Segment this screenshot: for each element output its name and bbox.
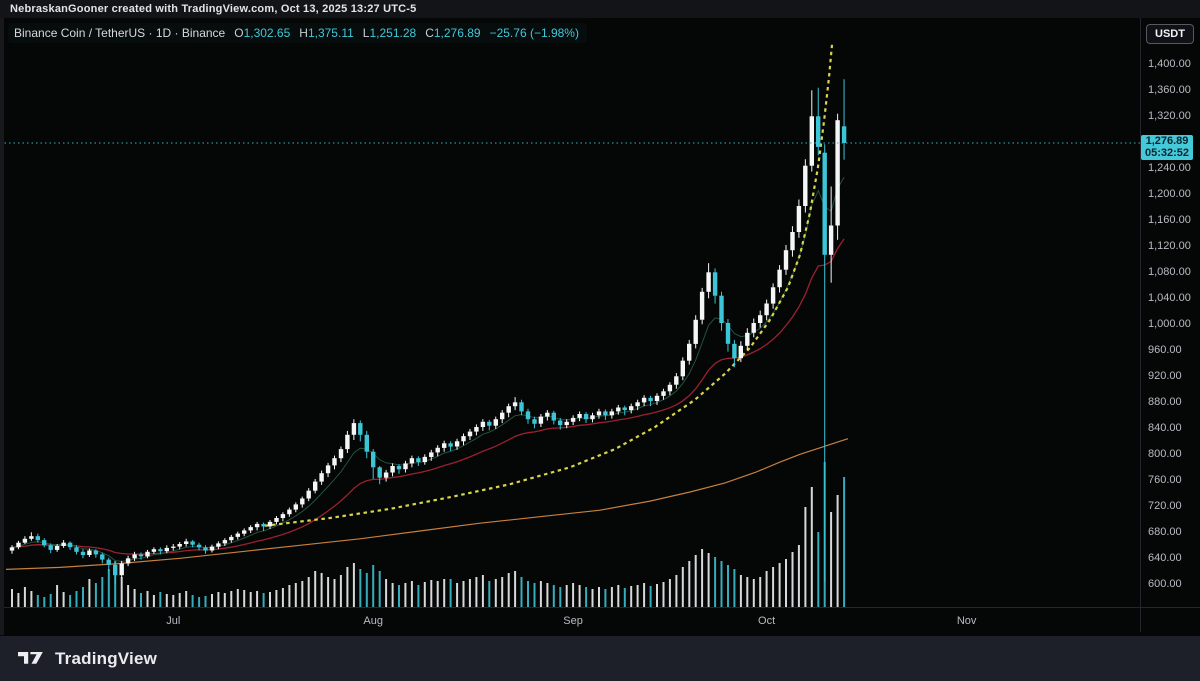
currency-toggle-button[interactable]: USDT — [1146, 24, 1194, 44]
ohlc-pair: C1,276.89 — [425, 26, 481, 40]
time-axis-label: Aug — [363, 615, 383, 627]
price-axis-label: 960.00 — [1148, 344, 1182, 356]
time-axis-label: Jul — [166, 615, 180, 627]
symbol-title: Binance Coin / TetherUS · 1D · Binance — [14, 26, 226, 40]
parabolic-dashed-curve — [264, 44, 834, 527]
orange-ma-line — [5, 438, 849, 570]
price-axis-label: 840.00 — [1148, 422, 1182, 434]
candlestick-chart[interactable]: 1,400.00 1,360.00 1,320.00 1,240.00 1,200.00… — [0, 0, 1200, 636]
bar-countdown-timer: 05:32:52 — [1144, 146, 1190, 159]
ohlc-pair: L1,251.28 — [362, 26, 417, 40]
tradingview-brand-text[interactable]: TradingView — [55, 648, 158, 668]
price-axis-label: 1,200.00 — [1148, 188, 1191, 200]
price-axis-label: 1,160.00 — [1148, 214, 1191, 226]
ohlc-pair: H1,375.11 — [299, 26, 354, 40]
time-axis-label: Nov — [957, 615, 977, 627]
current-price-value: 1,276.89 — [1145, 135, 1189, 147]
price-axis-label: 920.00 — [1148, 370, 1182, 382]
price-axis-label: 680.00 — [1148, 526, 1182, 538]
price-axis-label: 1,080.00 — [1148, 266, 1191, 278]
price-axis-label: 640.00 — [1148, 552, 1182, 564]
price-axis-label: 720.00 — [1148, 500, 1182, 512]
red-ma-line — [11, 238, 845, 555]
price-axis-label: 800.00 — [1148, 448, 1182, 460]
price-axis-label: 1,040.00 — [1148, 292, 1191, 304]
axes: 1,400.00 1,360.00 1,320.00 1,240.00 1,200.00… — [0, 18, 1200, 632]
price-axis-label: 1,400.00 — [1148, 58, 1191, 70]
time-axis-label: Oct — [758, 615, 775, 627]
tradingview-logo-icon[interactable] — [18, 650, 45, 667]
price-axis-label: 880.00 — [1148, 396, 1182, 408]
price-axis-label: 1,360.00 — [1148, 84, 1191, 96]
candles-series — [9, 79, 847, 585]
price-axis-label: 1,320.00 — [1148, 110, 1191, 122]
price-axis-label: 760.00 — [1148, 474, 1182, 486]
price-axis-label: 600.00 — [1148, 578, 1182, 590]
green-ma-line — [11, 176, 845, 562]
footer-bar: TradingView — [0, 636, 1200, 681]
time-axis-label: Sep — [563, 615, 583, 627]
attribution-text: NebraskanGooner created with TradingView… — [10, 3, 417, 15]
volume-bars — [11, 462, 846, 607]
symbol-legend[interactable]: Binance Coin / TetherUS · 1D · Binance O… — [8, 23, 587, 43]
price-axis-label: 1,120.00 — [1148, 240, 1191, 252]
ohlc-values: O1,302.65 H1,375.11 L1,251.28 C1,276.89 — [234, 26, 480, 40]
attribution-bar: NebraskanGooner created with TradingView… — [0, 0, 1200, 18]
left-edge-strip — [0, 18, 4, 635]
ohlc-pair: O1,302.65 — [234, 26, 291, 40]
price-axis-label: 1,000.00 — [1148, 318, 1191, 330]
price-axis-label: 1,240.00 — [1148, 162, 1191, 174]
current-price-badge[interactable]: 1,276.89 05:32:52 — [1141, 135, 1193, 160]
change-value: −25.76 (−1.98%) — [489, 26, 579, 40]
